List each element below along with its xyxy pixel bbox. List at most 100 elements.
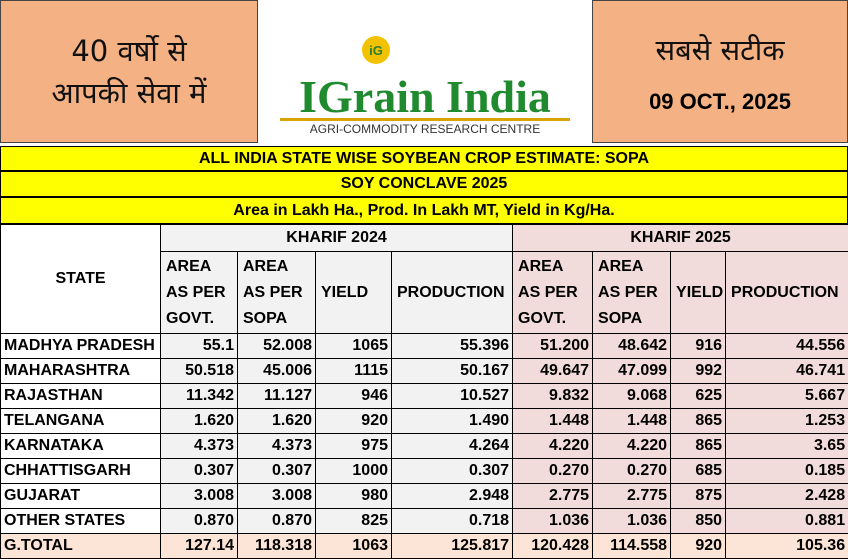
value-cell: 125.817 bbox=[392, 534, 513, 559]
tagline: 40 वर्षो से bbox=[71, 30, 186, 72]
column-header: PRODUCTION bbox=[726, 252, 848, 334]
value-cell: 920 bbox=[671, 534, 726, 559]
value-cell: 1000 bbox=[316, 459, 392, 484]
state-header: STATE bbox=[1, 225, 161, 334]
column-header-line: GOVT. bbox=[166, 306, 234, 332]
value-cell: 4.264 bbox=[392, 434, 513, 459]
value-cell: 2.775 bbox=[593, 484, 671, 509]
value-cell: 1115 bbox=[316, 359, 392, 384]
logo-subtitle: AGRI-COMMODITY RESEARCH CENTRE bbox=[310, 122, 540, 136]
group-header: KHARIF 2024 bbox=[161, 225, 513, 252]
units-note: Area in Lakh Ha., Prod. In Lakh MT, Yiel… bbox=[0, 197, 848, 224]
logo-rule bbox=[280, 118, 570, 121]
value-cell: 0.270 bbox=[593, 459, 671, 484]
logo-icon-text: iG bbox=[369, 43, 383, 58]
value-cell: 2.948 bbox=[392, 484, 513, 509]
column-header-line: AS PER bbox=[518, 280, 589, 306]
column-header-line: AS PER bbox=[243, 280, 312, 306]
value-cell: 920 bbox=[316, 409, 392, 434]
value-cell: 55.1 bbox=[161, 334, 238, 359]
logo-graphic: iG IGrain India AGRI-COMMODITY RESEARCH … bbox=[258, 0, 592, 143]
tagline: आपकी सेवा में bbox=[52, 72, 207, 114]
value-cell: 3.65 bbox=[726, 434, 848, 459]
column-header-line: YIELD bbox=[321, 280, 388, 306]
value-cell: 1.448 bbox=[593, 409, 671, 434]
value-cell: 875 bbox=[671, 484, 726, 509]
value-cell: 0.870 bbox=[161, 509, 238, 534]
value-cell: 865 bbox=[671, 434, 726, 459]
logo: iG IGrain India AGRI-COMMODITY RESEARCH … bbox=[258, 0, 592, 143]
value-cell: 11.127 bbox=[238, 384, 316, 409]
value-cell: 51.200 bbox=[513, 334, 593, 359]
value-cell: 9.068 bbox=[593, 384, 671, 409]
value-cell: 1.620 bbox=[238, 409, 316, 434]
value-cell: 2.428 bbox=[726, 484, 848, 509]
column-header: YIELD bbox=[316, 252, 392, 334]
value-cell: 1.253 bbox=[726, 409, 848, 434]
value-cell: 114.558 bbox=[593, 534, 671, 559]
value-cell: 865 bbox=[671, 409, 726, 434]
column-header-line: AREA bbox=[166, 254, 234, 280]
value-cell: 4.373 bbox=[238, 434, 316, 459]
column-header-line: YIELD bbox=[676, 280, 722, 306]
value-cell: 44.556 bbox=[726, 334, 848, 359]
value-cell: 5.667 bbox=[726, 384, 848, 409]
value-cell: 48.642 bbox=[593, 334, 671, 359]
column-header-line: SOPA bbox=[598, 306, 667, 332]
column-header-line: GOVT. bbox=[518, 306, 589, 332]
date: 09 OCT., 2025 bbox=[649, 89, 791, 115]
value-cell: 946 bbox=[316, 384, 392, 409]
value-cell: 118.318 bbox=[238, 534, 316, 559]
slogan: सबसे सटीक bbox=[656, 29, 785, 71]
value-cell: 10.527 bbox=[392, 384, 513, 409]
column-header-line: AS PER bbox=[166, 280, 234, 306]
value-cell: 625 bbox=[671, 384, 726, 409]
value-cell: 120.428 bbox=[513, 534, 593, 559]
value-cell: 9.832 bbox=[513, 384, 593, 409]
value-cell: 0.881 bbox=[726, 509, 848, 534]
value-cell: 1.036 bbox=[513, 509, 593, 534]
column-header-line: AREA bbox=[598, 254, 667, 280]
left-banner: 40 वर्षो से आपकी सेवा में bbox=[0, 0, 258, 143]
value-cell: 11.342 bbox=[161, 384, 238, 409]
value-cell: 3.008 bbox=[161, 484, 238, 509]
column-header-line: PRODUCTION bbox=[397, 280, 509, 306]
value-cell: 0.270 bbox=[513, 459, 593, 484]
column-header-line: AREA bbox=[243, 254, 312, 280]
state-name: MADHYA PRADESH bbox=[1, 334, 161, 359]
value-cell: 52.008 bbox=[238, 334, 316, 359]
value-cell: 4.220 bbox=[593, 434, 671, 459]
value-cell: 1063 bbox=[316, 534, 392, 559]
column-header: YIELD bbox=[671, 252, 726, 334]
value-cell: 127.14 bbox=[161, 534, 238, 559]
state-name: RAJASTHAN bbox=[1, 384, 161, 409]
title: ALL INDIA STATE WISE SOYBEAN CROP ESTIMA… bbox=[0, 146, 848, 171]
value-cell: 1.448 bbox=[513, 409, 593, 434]
value-cell: 975 bbox=[316, 434, 392, 459]
value-cell: 4.373 bbox=[161, 434, 238, 459]
value-cell: 825 bbox=[316, 509, 392, 534]
value-cell: 50.167 bbox=[392, 359, 513, 384]
state-name: G.TOTAL bbox=[1, 534, 161, 559]
value-cell: 47.099 bbox=[593, 359, 671, 384]
value-cell: 50.518 bbox=[161, 359, 238, 384]
right-banner: सबसे सटीक 09 OCT., 2025 bbox=[592, 0, 848, 143]
value-cell: 1.490 bbox=[392, 409, 513, 434]
value-cell: 0.307 bbox=[392, 459, 513, 484]
value-cell: 46.741 bbox=[726, 359, 848, 384]
value-cell: 55.396 bbox=[392, 334, 513, 359]
value-cell: 45.006 bbox=[238, 359, 316, 384]
column-header: PRODUCTION bbox=[392, 252, 513, 334]
value-cell: 0.307 bbox=[238, 459, 316, 484]
